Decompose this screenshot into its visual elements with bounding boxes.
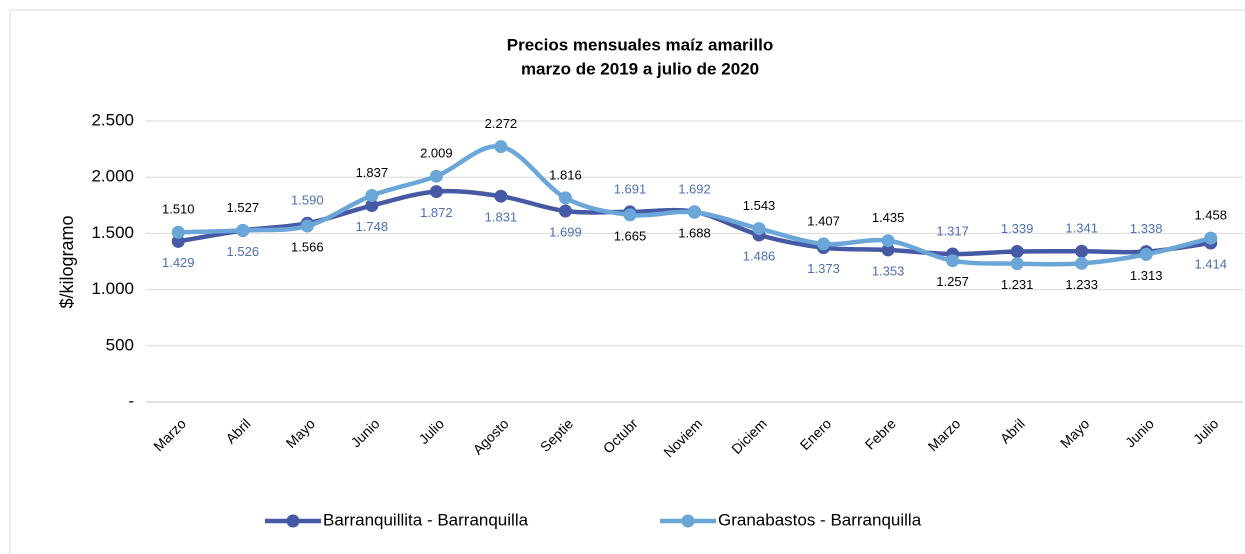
point <box>365 189 379 203</box>
point <box>752 222 766 236</box>
data-label: 1.338 <box>1130 221 1163 236</box>
data-label: 1.231 <box>1001 277 1034 292</box>
point <box>1010 244 1024 258</box>
legend-label: Granabastos - Barranquilla <box>718 510 922 529</box>
data-label: 1.699 <box>549 224 582 239</box>
data-label: 1.526 <box>227 244 260 259</box>
y-tick-label: 500 <box>106 335 134 354</box>
data-label: 1.837 <box>356 165 389 180</box>
point <box>688 205 701 219</box>
data-label: 1.313 <box>1130 268 1163 283</box>
data-label: 1.486 <box>743 248 776 263</box>
point <box>881 243 895 257</box>
data-label: 1.257 <box>936 274 969 289</box>
data-label: 2.272 <box>485 116 518 131</box>
point <box>429 185 443 199</box>
point <box>558 191 572 205</box>
y-tick-label: 1.500 <box>91 223 134 242</box>
data-label: 1.353 <box>872 263 905 278</box>
data-label: 1.373 <box>807 261 840 276</box>
point <box>236 223 250 237</box>
point <box>817 237 831 251</box>
legend-label: Barranquillita - Barranquilla <box>323 510 529 529</box>
point <box>881 234 895 248</box>
y-axis-label: $/kilogramo <box>57 215 77 308</box>
y-tick-label: 2.500 <box>91 110 134 129</box>
data-label: 1.688 <box>678 226 711 241</box>
y-tick-label: 2.000 <box>91 167 134 186</box>
legend-marker <box>286 514 300 528</box>
data-label: 1.590 <box>291 193 324 208</box>
data-label: 1.748 <box>356 219 389 234</box>
point <box>1075 244 1089 258</box>
data-label: 1.429 <box>162 255 195 270</box>
data-label: 1.692 <box>678 181 711 196</box>
y-tick-label: 1.000 <box>91 279 134 298</box>
data-label: 1.407 <box>807 213 840 228</box>
data-label: 1.566 <box>291 239 324 254</box>
point <box>300 219 314 233</box>
chart-subtitle: marzo de 2019 a julio de 2020 <box>521 59 759 78</box>
point <box>1139 247 1153 261</box>
point <box>558 204 572 218</box>
data-label: 1.816 <box>549 167 582 182</box>
data-label: 1.510 <box>162 202 195 217</box>
data-label: 1.414 <box>1194 257 1227 272</box>
data-label: 1.665 <box>614 228 647 243</box>
point <box>429 169 443 183</box>
data-label: 1.341 <box>1065 221 1098 236</box>
data-label: 1.527 <box>227 200 260 215</box>
point <box>623 208 637 222</box>
data-label: 1.435 <box>872 210 905 225</box>
chart-title: Precios mensuales maíz amarillo <box>507 35 773 54</box>
data-label: 1.339 <box>1001 221 1034 236</box>
data-label: 1.233 <box>1065 277 1098 292</box>
y-tick-label: - <box>128 391 134 410</box>
data-label: 1.691 <box>614 181 647 196</box>
data-label: 1.543 <box>743 198 776 213</box>
data-label: 2.009 <box>420 146 453 161</box>
data-label: 1.317 <box>936 223 969 238</box>
point <box>171 234 185 248</box>
point <box>365 199 379 213</box>
point <box>1204 231 1218 245</box>
point <box>494 189 508 203</box>
point <box>494 140 508 154</box>
point <box>171 225 185 239</box>
chart-border <box>9 9 1245 554</box>
point <box>946 254 960 268</box>
data-label: 1.458 <box>1194 208 1227 223</box>
point <box>1075 256 1089 270</box>
legend-marker <box>681 514 695 528</box>
point <box>1010 257 1024 271</box>
data-label: 1.872 <box>420 205 453 220</box>
data-label: 1.831 <box>485 210 518 225</box>
